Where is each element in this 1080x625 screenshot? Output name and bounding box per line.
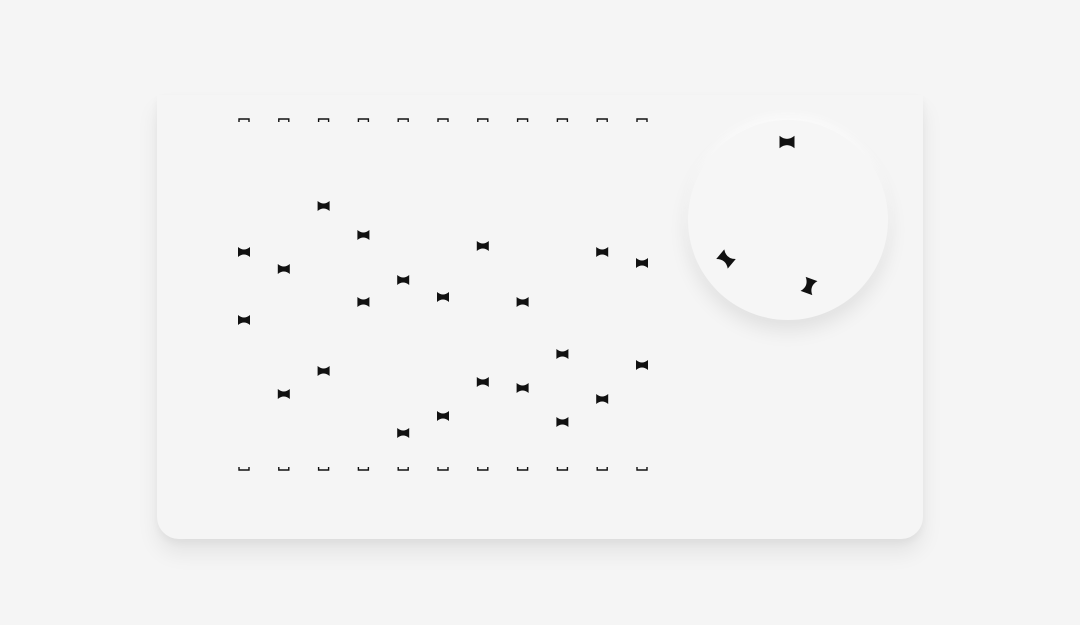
bottom-rail-marker-8 [516,467,529,471]
bottom-rail-marker-10 [596,467,608,471]
bowtie-marker-21[interactable] [636,258,648,268]
bowtie-marker-16[interactable] [516,383,529,393]
bowtie-marker-22[interactable] [636,360,648,370]
top-rail-marker-3 [317,118,330,122]
bottom-rail-marker-6 [437,467,449,471]
bottom-rail-marker-3 [317,467,330,471]
bottom-rail-marker-4 [357,467,370,471]
bowtie-marker-14[interactable] [476,377,489,387]
top-rail-marker-9 [556,118,569,122]
dial-bowtie-marker-1 [779,135,795,149]
bowtie-marker-8[interactable] [357,297,370,307]
top-rail-marker-4 [357,118,370,122]
dial-markers [716,135,818,296]
dial-bowtie-marker-2 [716,249,736,269]
top-rail-marker-11 [636,118,648,122]
bottom-rail-marker-7 [477,467,489,471]
top-rail-marker-1 [238,118,250,122]
top-rail-marker-5 [397,118,409,122]
bowtie-marker-19[interactable] [596,247,609,257]
bottom-rail-marker-2 [278,467,290,471]
top-rail-marker-8 [516,118,529,122]
bottom-rail-marker-11 [636,467,648,471]
bowtie-marker-1[interactable] [238,247,250,257]
bowtie-marker-3[interactable] [277,264,290,274]
bowtie-marker-13[interactable] [476,241,489,251]
top-rail-marker-2 [278,118,290,122]
bottom-rail-marker-1 [238,467,250,471]
top-rail-marker-10 [596,118,608,122]
bowtie-marker-20[interactable] [596,394,609,404]
bowtie-marker-11[interactable] [437,292,449,302]
top-rail-marker-7 [477,118,489,122]
bowtie-marker-9[interactable] [397,275,410,285]
bowtie-marker-15[interactable] [516,297,529,307]
bowtie-marker-10[interactable] [397,428,410,438]
top-rail-marker-6 [437,118,449,122]
bowtie-marker-17[interactable] [556,349,569,359]
bowtie-marker-18[interactable] [556,417,569,427]
bottom-rail-marker-5 [397,467,409,471]
top-edge-cover [140,60,940,100]
bowtie-marker-12[interactable] [437,411,449,421]
bowtie-marker-7[interactable] [357,230,370,240]
bottom-rail-marker-9 [556,467,569,471]
rotary-dial[interactable] [688,120,888,320]
bowtie-marker-2[interactable] [238,315,250,325]
bowtie-marker-6[interactable] [317,366,330,376]
dial-bowtie-marker-3 [800,276,818,296]
bowtie-marker-4[interactable] [277,389,290,399]
bowtie-marker-5[interactable] [317,201,330,211]
